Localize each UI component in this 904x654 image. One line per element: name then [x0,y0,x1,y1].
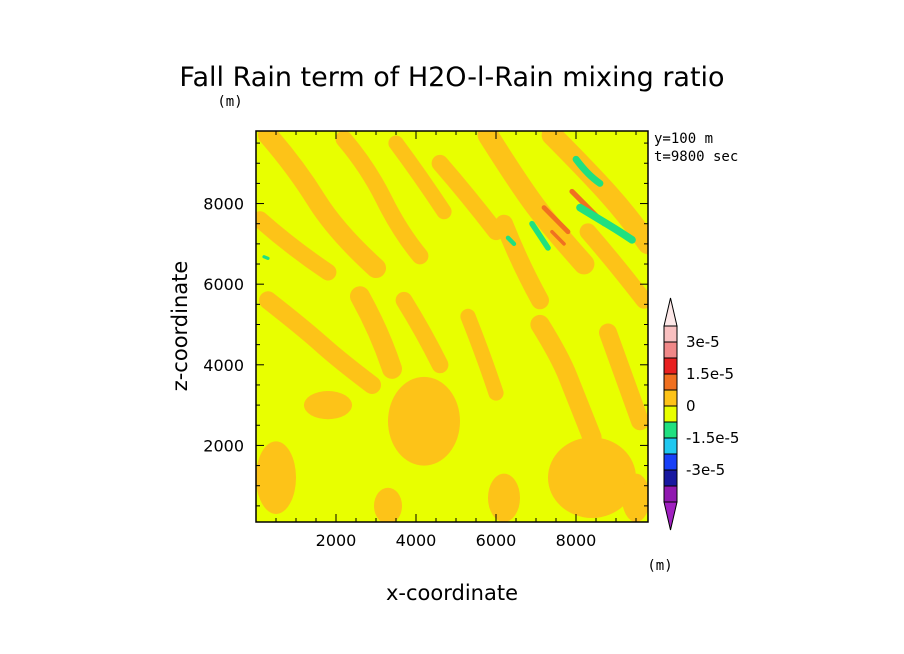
y-axis-label: z-coordinate [168,261,192,392]
colorbar-tick-label: 0 [686,397,696,415]
annotation-y-position: y=100 m [654,131,713,147]
colorbar-bottom-arrow [663,501,678,531]
contour-region-15 [388,376,460,466]
contour-region-25 [572,155,604,187]
contour-region-24 [550,229,566,246]
contour-region-26 [576,203,636,244]
colorbar-tick-label: -1.5e-5 [686,429,739,447]
contour-region-0 [258,131,386,279]
contour-region-3 [431,154,505,241]
contour-region-19 [488,473,520,522]
contour-region-10 [350,286,402,379]
contour-region-18 [374,487,402,522]
colorbar-tick-label: 1.5e-5 [686,365,734,383]
y-tick-label: 2000 [203,436,244,455]
plot-frame [255,130,649,523]
chart-subtitle: (m) [217,94,242,110]
contour-fill-layer [256,131,648,522]
contour-region-17 [304,390,352,420]
contour-region-28 [505,235,517,247]
x-axis-label: x-coordinate [386,581,518,605]
colorbar-swatch-2 [663,357,678,375]
colorbar-swatch-9 [663,469,678,487]
colorbar-swatch-4 [663,389,678,407]
annotation-time: t=9800 sec [654,149,738,165]
colorbar-swatch-8 [663,453,678,471]
x-tick-label: 2000 [316,531,357,550]
y-tick-label: 8000 [203,195,244,214]
colorbar: 3e-5 1.5e-5 0 -1.5e-5 -3e-5 [663,297,739,531]
colorbar-swatch-3 [663,373,678,391]
contour-region-21 [622,473,648,522]
tick-marks [256,131,648,522]
contour-region-13 [530,314,602,447]
contour-region-27 [529,220,551,251]
contour-region-16 [256,441,296,514]
contour-region-6 [541,131,648,255]
colorbar-swatch-0 [663,325,678,343]
contour-region-2 [388,135,452,220]
contour-region-22 [541,205,571,235]
colorbar-swatch-7 [663,437,678,455]
colorbar-unit: (m) [647,558,672,574]
contour-region-11 [395,291,449,374]
colorbar-swatch-5 [663,405,678,423]
x-tick-label: 8000 [556,531,597,550]
y-tick-label: 4000 [203,356,244,375]
contour-region-9 [259,291,381,394]
contour-region-5 [495,214,549,310]
colorbar-tick-label: 3e-5 [686,333,720,351]
contour-region-1 [335,131,429,265]
colorbar-swatch-10 [663,485,678,503]
contour-region-20 [548,437,636,518]
x-tick-label: 4000 [396,531,437,550]
contour-region-29 [262,255,270,260]
tick-labels: 2000 4000 6000 8000 2000 4000 6000 8000 [203,195,596,550]
x-tick-label: 6000 [476,531,517,550]
y-tick-label: 6000 [203,275,244,294]
colorbar-tick-label: -3e-5 [686,461,725,479]
chart-title: Fall Rain term of H2O-l-Rain mixing rati… [179,62,724,93]
contour-region-14 [599,323,648,431]
colorbar-top-arrow [663,297,678,327]
contour-region-12 [460,308,504,401]
colorbar-swatch-6 [663,421,678,439]
colorbar-swatch-1 [663,341,678,359]
contour-region-8 [256,211,337,281]
contour-region-7 [579,223,648,309]
